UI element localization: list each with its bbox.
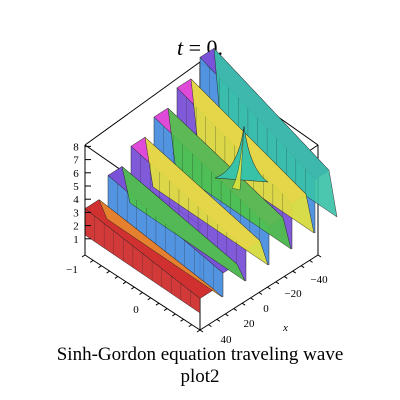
x-ticks: 40 20 0 −20 −40 xyxy=(199,254,328,346)
y-tick-mark xyxy=(114,276,119,279)
z-tick-label: 5 xyxy=(73,181,79,193)
caption-line-1: Sinh-Gordon equation traveling wave xyxy=(56,344,344,365)
y-tick-mark xyxy=(163,308,168,311)
y-tick-mark xyxy=(131,286,135,290)
z-tick-label: 3 xyxy=(73,207,79,219)
y-tick-mark xyxy=(172,313,176,317)
x-axis-label: x xyxy=(282,322,288,334)
y-tick-mark xyxy=(106,270,110,274)
ridge-trough-face xyxy=(98,198,223,298)
x-tick-mark xyxy=(275,281,280,285)
y-tick-mark xyxy=(147,297,151,301)
x-tick-mark xyxy=(199,329,204,333)
singular-spike xyxy=(214,126,269,191)
y-tick-mark xyxy=(81,254,86,258)
y-ticks: −1 0 xyxy=(66,254,201,333)
y-tick-mark xyxy=(155,302,160,306)
x-tick-mark xyxy=(300,265,305,269)
y-tick-mark xyxy=(89,259,94,263)
y-tick-mark xyxy=(122,281,127,285)
y-tick-label: −1 xyxy=(66,264,78,276)
y-tick-mark xyxy=(180,318,184,322)
surface-ridges xyxy=(84,47,338,314)
box-edge-top-back-left xyxy=(84,61,201,146)
y-tick-mark xyxy=(139,292,143,295)
x-tick-mark xyxy=(292,270,296,274)
x-tick-mark xyxy=(267,286,271,290)
x-tick-mark xyxy=(284,276,288,279)
z-tick-label: 8 xyxy=(73,141,79,153)
x-tick-label: −20 xyxy=(284,288,302,300)
x-tick-mark xyxy=(309,259,313,263)
z-tick-label: 2 xyxy=(73,221,79,233)
y-tick-mark xyxy=(188,324,193,328)
x-tick-mark xyxy=(208,324,212,328)
x-tick-mark xyxy=(317,254,322,258)
x-tick-label: 0 xyxy=(263,303,269,315)
x-tick-label: 40 xyxy=(221,334,233,346)
caption-line-2: plot2 xyxy=(180,366,220,387)
x-tick-mark xyxy=(216,318,221,322)
z-tick-label: 6 xyxy=(73,168,79,180)
y-tick-mark xyxy=(196,329,201,333)
ridge-trough-face xyxy=(121,165,246,282)
spike-left-flank xyxy=(231,126,245,191)
figure-caption: Sinh-Gordon equation traveling wave plot… xyxy=(0,344,400,388)
z-tick-label: 4 xyxy=(73,194,79,206)
z-tick-label: 1 xyxy=(73,234,79,246)
x-tick-mark xyxy=(250,297,254,301)
x-tick-mark xyxy=(258,292,263,295)
z-tick-label: 7 xyxy=(73,155,79,167)
x-tick-mark xyxy=(241,302,246,306)
y-tick-mark xyxy=(98,265,102,269)
y-tick-label: 0 xyxy=(133,304,139,316)
x-tick-label: 20 xyxy=(244,318,256,330)
x-tick-mark xyxy=(233,308,237,311)
x-tick-mark xyxy=(225,313,229,317)
x-tick-label: −40 xyxy=(310,274,328,286)
